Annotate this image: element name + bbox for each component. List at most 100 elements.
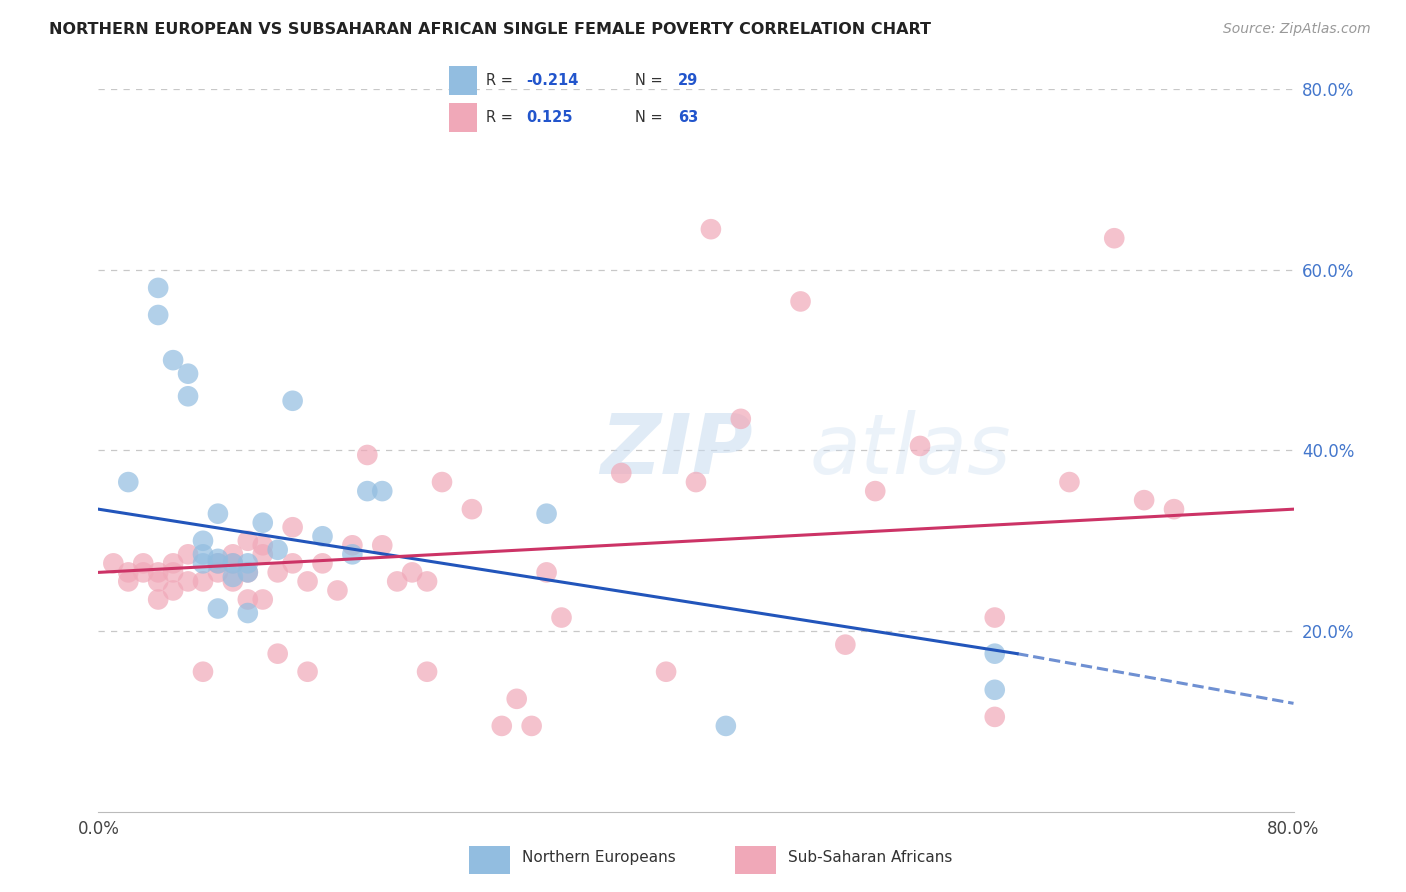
Point bbox=[520, 719, 543, 733]
Point bbox=[1133, 493, 1156, 508]
Point bbox=[207, 557, 229, 571]
Point bbox=[834, 638, 856, 652]
Point bbox=[162, 566, 184, 580]
Text: 29: 29 bbox=[678, 73, 699, 88]
Point bbox=[311, 557, 333, 571]
Point bbox=[984, 682, 1007, 697]
Point bbox=[236, 606, 259, 620]
Point bbox=[236, 592, 259, 607]
Bar bbox=[470, 846, 510, 874]
Point bbox=[416, 574, 439, 589]
Point bbox=[177, 547, 200, 561]
Text: N =: N = bbox=[634, 73, 666, 88]
Point bbox=[222, 557, 245, 571]
Point bbox=[162, 353, 184, 368]
Point bbox=[162, 583, 184, 598]
Point bbox=[371, 484, 394, 499]
Point bbox=[536, 507, 558, 521]
Point bbox=[252, 538, 274, 552]
Text: atlas: atlas bbox=[810, 410, 1011, 491]
Point bbox=[236, 566, 259, 580]
Point bbox=[685, 475, 707, 489]
Point bbox=[207, 601, 229, 615]
Point bbox=[207, 507, 229, 521]
Point bbox=[236, 566, 259, 580]
Point bbox=[191, 557, 214, 571]
Point bbox=[281, 393, 304, 408]
Text: R =: R = bbox=[486, 73, 517, 88]
Point bbox=[162, 557, 184, 571]
Point bbox=[132, 557, 155, 571]
Point bbox=[356, 448, 378, 462]
Point bbox=[252, 547, 274, 561]
Point bbox=[714, 719, 737, 733]
Point bbox=[311, 529, 333, 543]
Point bbox=[1104, 231, 1126, 245]
Point bbox=[789, 294, 811, 309]
Point bbox=[222, 570, 245, 584]
Text: ZIP: ZIP bbox=[600, 410, 754, 491]
Bar bbox=[735, 846, 776, 874]
Point bbox=[281, 520, 304, 534]
Point bbox=[132, 566, 155, 580]
Point bbox=[865, 484, 887, 499]
Point bbox=[148, 574, 170, 589]
Point bbox=[401, 566, 423, 580]
Point bbox=[191, 547, 214, 561]
Point bbox=[252, 592, 274, 607]
Point bbox=[207, 557, 229, 571]
Point bbox=[610, 466, 633, 480]
Text: Source: ZipAtlas.com: Source: ZipAtlas.com bbox=[1223, 22, 1371, 37]
Point bbox=[550, 610, 572, 624]
Point bbox=[430, 475, 453, 489]
Point bbox=[207, 551, 229, 566]
Bar bbox=[449, 66, 477, 95]
Point bbox=[416, 665, 439, 679]
Point bbox=[491, 719, 513, 733]
Point bbox=[148, 281, 170, 295]
Point bbox=[222, 557, 245, 571]
Point bbox=[506, 691, 529, 706]
Point bbox=[222, 547, 245, 561]
Point bbox=[326, 583, 349, 598]
Point bbox=[267, 647, 290, 661]
Point bbox=[103, 557, 125, 571]
Point bbox=[342, 547, 364, 561]
Point bbox=[191, 665, 214, 679]
Point bbox=[236, 557, 259, 571]
Text: R =: R = bbox=[486, 111, 522, 125]
Point bbox=[207, 566, 229, 580]
Text: N =: N = bbox=[634, 111, 666, 125]
Point bbox=[297, 574, 319, 589]
Text: NORTHERN EUROPEAN VS SUBSAHARAN AFRICAN SINGLE FEMALE POVERTY CORRELATION CHART: NORTHERN EUROPEAN VS SUBSAHARAN AFRICAN … bbox=[49, 22, 931, 37]
Point bbox=[908, 439, 931, 453]
Point bbox=[117, 574, 139, 589]
Point bbox=[385, 574, 409, 589]
Point bbox=[177, 389, 200, 403]
Point bbox=[371, 538, 394, 552]
Point bbox=[1163, 502, 1185, 516]
Point bbox=[252, 516, 274, 530]
Point bbox=[984, 647, 1007, 661]
Point bbox=[356, 484, 378, 499]
Point bbox=[536, 566, 558, 580]
Point bbox=[730, 412, 752, 426]
Text: -0.214: -0.214 bbox=[526, 73, 579, 88]
Bar bbox=[449, 103, 477, 132]
Point bbox=[148, 566, 170, 580]
Point bbox=[984, 610, 1007, 624]
Point bbox=[267, 566, 290, 580]
Point bbox=[191, 533, 214, 548]
Point bbox=[177, 367, 200, 381]
Point bbox=[117, 566, 139, 580]
Point bbox=[461, 502, 484, 516]
Point bbox=[1059, 475, 1081, 489]
Point bbox=[236, 533, 259, 548]
Point bbox=[700, 222, 723, 236]
Text: Sub-Saharan Africans: Sub-Saharan Africans bbox=[787, 850, 952, 865]
Point bbox=[342, 538, 364, 552]
Point bbox=[191, 574, 214, 589]
Point bbox=[222, 574, 245, 589]
Point bbox=[281, 557, 304, 571]
Point bbox=[655, 665, 678, 679]
